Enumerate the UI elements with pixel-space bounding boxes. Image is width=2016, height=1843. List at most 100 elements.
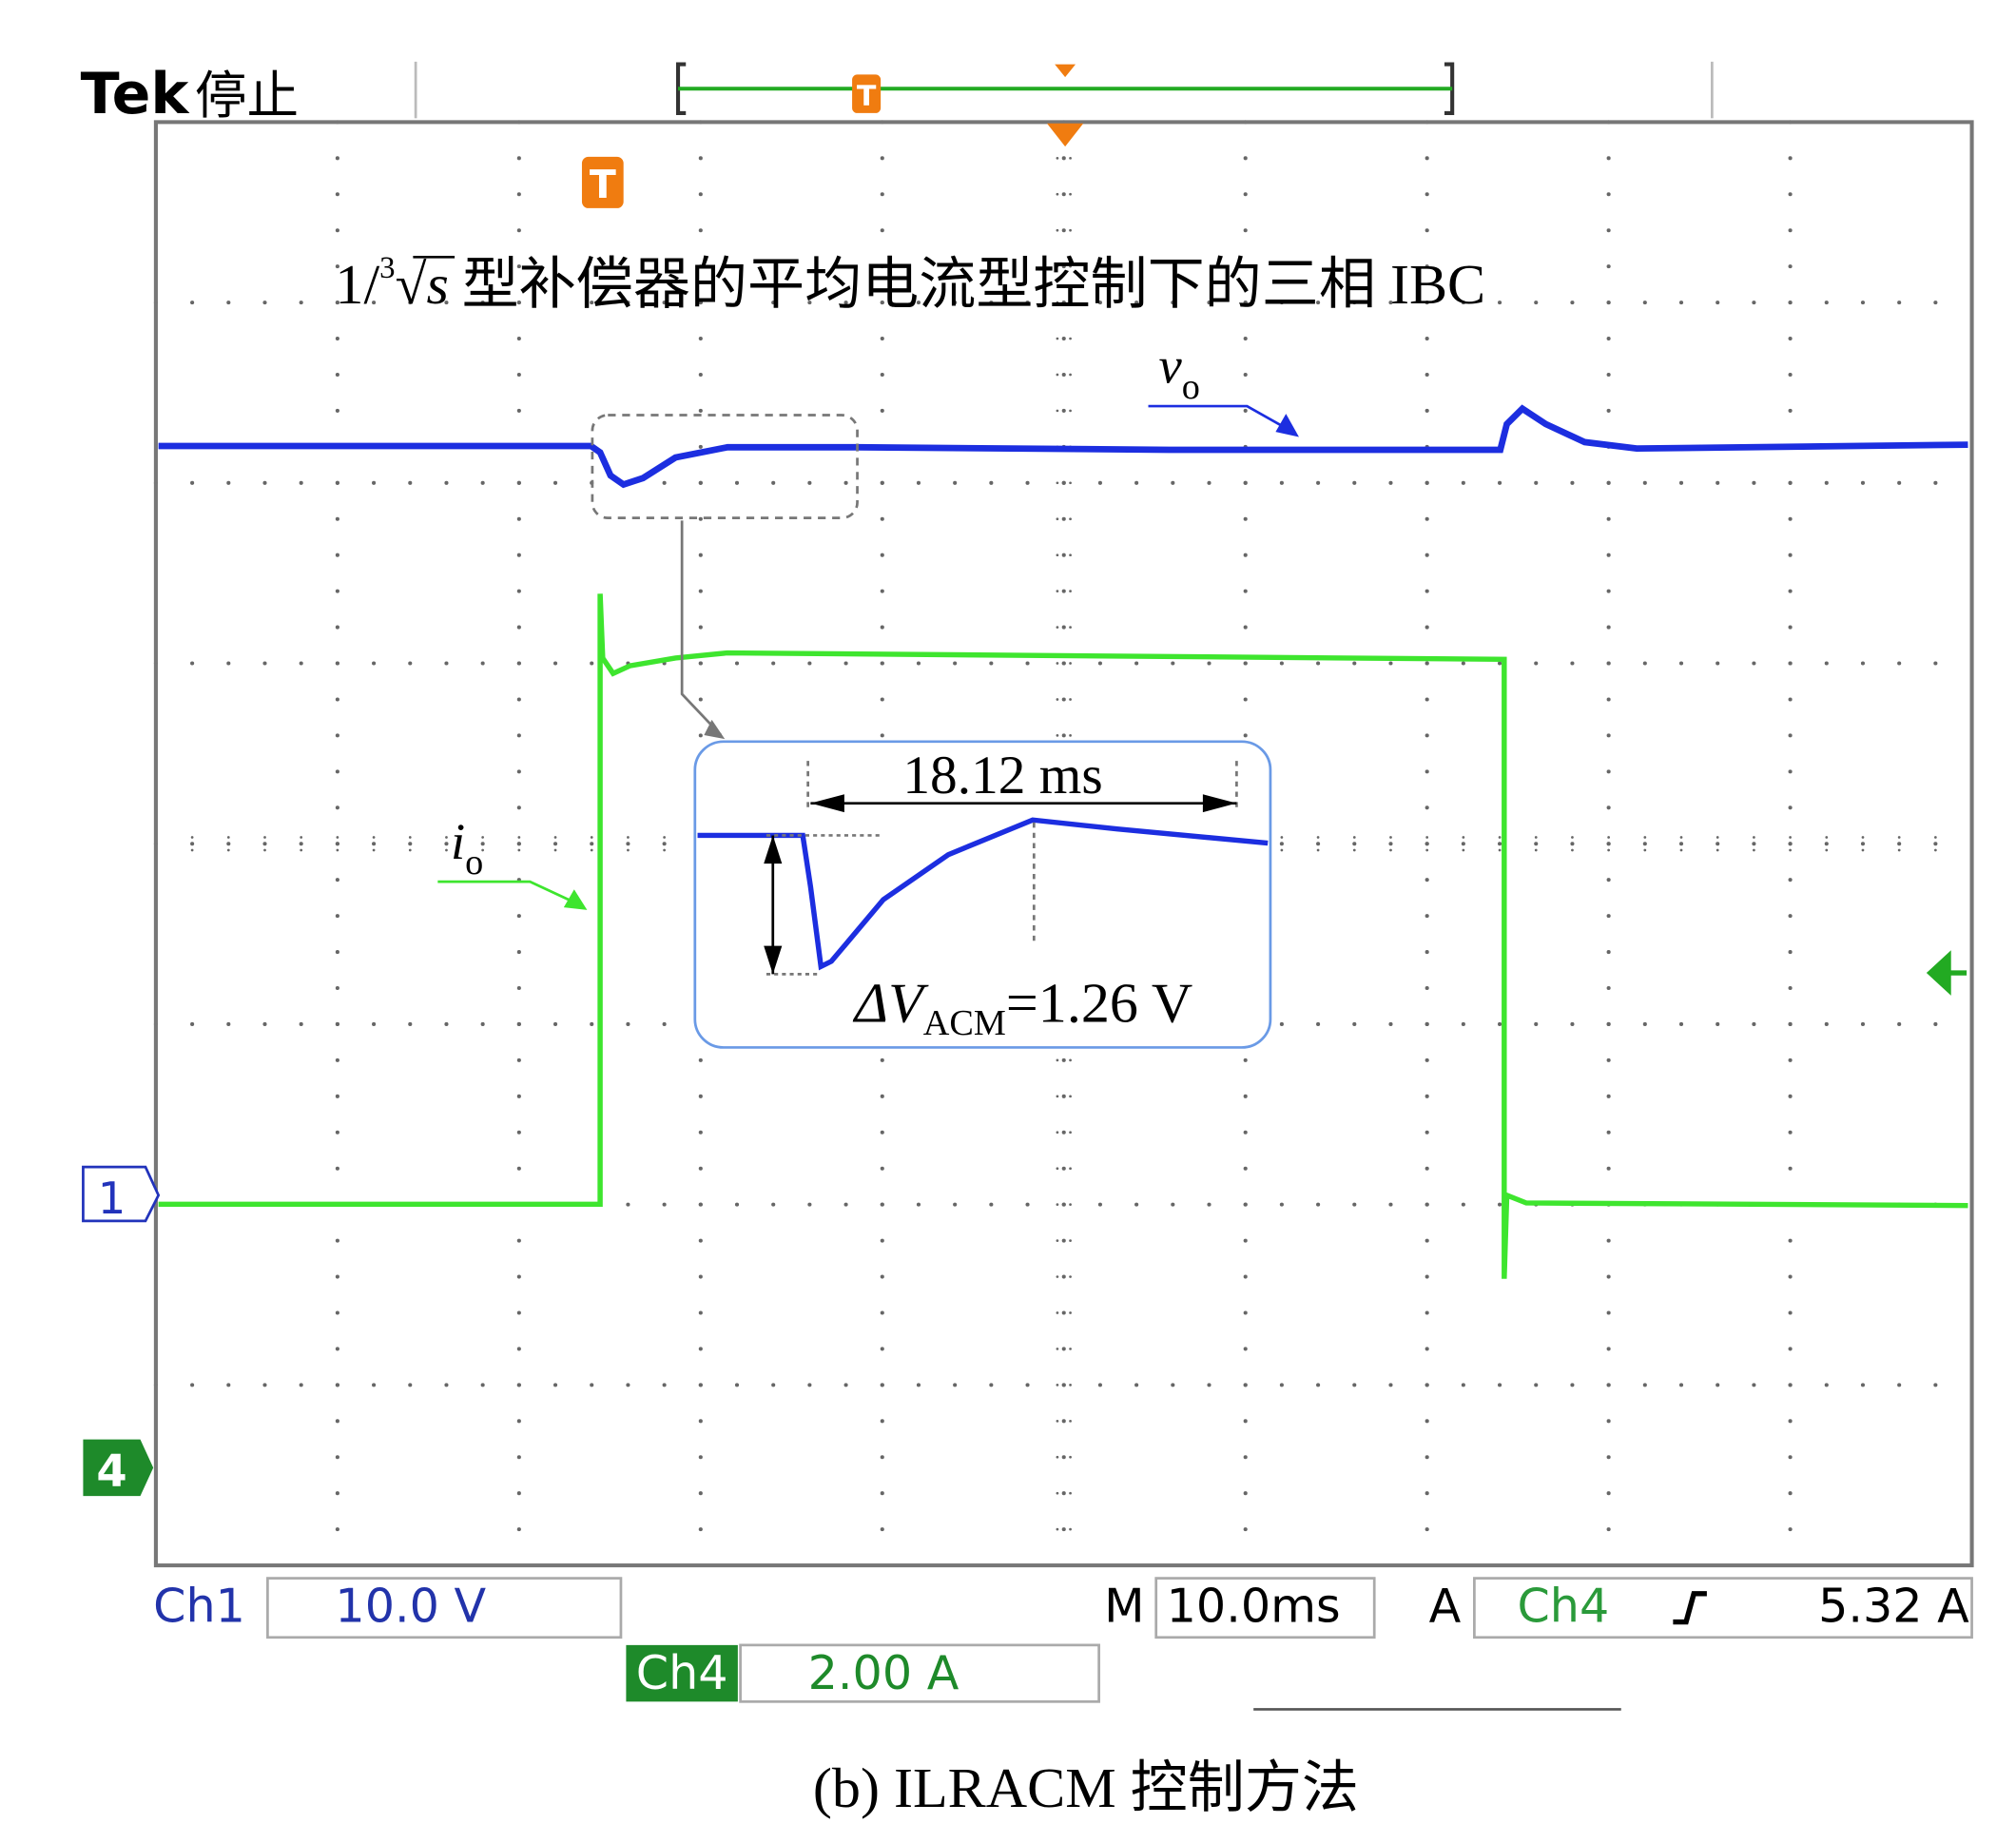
- grid-dot: [1606, 1021, 1611, 1026]
- grid-dot: [1061, 553, 1066, 557]
- grid-dot: [1425, 1491, 1429, 1496]
- grid-dot: [989, 301, 994, 305]
- grid-dot: [1425, 1202, 1429, 1207]
- grid-dot: [1788, 156, 1793, 161]
- grid-dot: [1171, 661, 1175, 666]
- grid-dot: [1056, 1131, 1059, 1135]
- grid-dot: [698, 264, 703, 269]
- grid-dot: [1788, 1130, 1793, 1135]
- grid-dot: [880, 337, 884, 341]
- grid-dot: [1069, 1348, 1072, 1350]
- grid-dot: [916, 1202, 921, 1207]
- grid-dot: [1425, 1527, 1429, 1532]
- grid-dot: [516, 1274, 521, 1279]
- grid-dot: [516, 337, 521, 341]
- grid-dot: [1425, 228, 1429, 233]
- grid-dot: [698, 1419, 703, 1424]
- grid-dot: [1788, 1491, 1793, 1496]
- grid-dot: [1788, 733, 1793, 738]
- grid-dot: [880, 1238, 884, 1243]
- grid-dot: [516, 156, 521, 161]
- grid-dot: [1280, 836, 1284, 839]
- grid-dot: [880, 480, 884, 485]
- grid-dot: [698, 372, 703, 378]
- grid-dot: [1389, 836, 1392, 839]
- grid-dot: [335, 1057, 339, 1062]
- grid-dot: [372, 661, 377, 666]
- grid-dot: [1534, 848, 1538, 852]
- grid-dot: [1425, 516, 1429, 521]
- grid-dot: [1025, 661, 1030, 666]
- grid-dot: [1824, 1383, 1829, 1387]
- ch1-marker-label: 1: [98, 1173, 126, 1224]
- grid-dot: [880, 192, 884, 197]
- grid-dot: [1425, 1130, 1429, 1135]
- grid-dot: [1606, 1057, 1611, 1062]
- grid-dot: [1243, 156, 1248, 161]
- status: 停止: [195, 66, 299, 126]
- grid-dot: [1788, 1021, 1793, 1026]
- grid-dot: [1171, 480, 1175, 485]
- grid-dot: [698, 156, 703, 161]
- grid-dot: [226, 842, 231, 846]
- grid-dot: [663, 836, 666, 839]
- grid-dot: [953, 661, 958, 666]
- grid-dot: [1069, 1384, 1072, 1387]
- grid-dot: [552, 480, 558, 485]
- grid-dot: [1243, 1130, 1248, 1135]
- arrow-head: [1275, 414, 1299, 437]
- grid-dot: [698, 301, 703, 305]
- grid-dot: [516, 842, 521, 846]
- grid-dot: [1678, 1021, 1684, 1026]
- grid-dot: [1316, 1021, 1321, 1026]
- grid-dot: [1461, 661, 1465, 666]
- grid-dot: [444, 1021, 449, 1026]
- grid-dot: [1462, 836, 1465, 839]
- grid-dot: [262, 842, 267, 846]
- grid-dot: [1788, 337, 1793, 341]
- grid-dot: [1425, 1274, 1429, 1279]
- grid-dot: [1716, 661, 1720, 666]
- grid-dot: [516, 1021, 521, 1026]
- grid-dot: [1425, 1057, 1429, 1062]
- grid-dot: [880, 408, 884, 413]
- grid-dot: [1243, 516, 1248, 521]
- grid-dot: [408, 848, 412, 852]
- grid-dot: [335, 264, 339, 269]
- grid-dot: [698, 553, 703, 557]
- ch4-marker-label: 4: [96, 1445, 126, 1497]
- grid-dot: [262, 661, 267, 666]
- grid-dot: [698, 1202, 703, 1207]
- grid-dot: [1056, 156, 1059, 160]
- grid-dot: [262, 480, 267, 485]
- grid-dot: [1061, 661, 1066, 666]
- grid-dot: [1352, 1383, 1357, 1387]
- inset-guides: [766, 834, 883, 976]
- grid-dot: [552, 842, 558, 846]
- grid-dot: [263, 848, 266, 852]
- grid-dot: [1056, 228, 1059, 232]
- grid-dot: [226, 661, 231, 666]
- grid-dot: [1933, 836, 1937, 839]
- grid-dot: [590, 301, 594, 305]
- grid-dot: [1243, 1527, 1248, 1532]
- io-label: io: [451, 813, 483, 883]
- grid-dot: [1316, 1383, 1321, 1387]
- grid-dot: [1061, 516, 1066, 521]
- grid-dot: [1316, 848, 1320, 852]
- grid-dot: [1462, 848, 1465, 852]
- grid-dot: [1642, 842, 1647, 846]
- grid-dot: [1425, 842, 1429, 846]
- arrow-head: [764, 835, 783, 975]
- grid-dot: [1061, 156, 1066, 161]
- time-scale: 10.0ms: [1167, 1580, 1341, 1634]
- grid-dot: [953, 1383, 958, 1387]
- grid-dot: [1788, 697, 1793, 702]
- grid-dot: [1056, 1311, 1059, 1314]
- grid-dot: [1606, 337, 1611, 341]
- grid-dot: [698, 408, 703, 413]
- grid-dot: [335, 480, 339, 485]
- grid-dot: [1534, 480, 1539, 485]
- grid-dot: [1061, 228, 1066, 233]
- grid-dot: [880, 1310, 884, 1315]
